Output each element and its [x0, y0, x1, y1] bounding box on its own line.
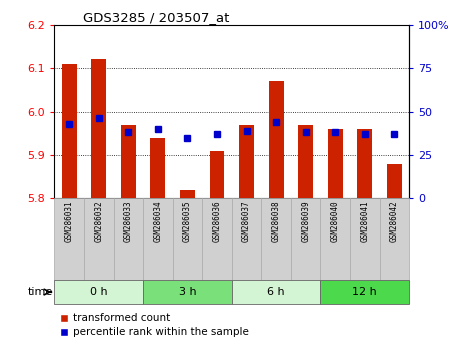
Text: time: time [27, 287, 53, 297]
Bar [180, 189, 195, 198]
Text: GSM286039: GSM286039 [301, 201, 310, 242]
Bar [298, 125, 313, 198]
Text: GSM286035: GSM286035 [183, 201, 192, 242]
Bar [114, 198, 143, 281]
Bar [320, 198, 350, 281]
Bar [232, 280, 320, 304]
Text: GSM286033: GSM286033 [124, 201, 133, 242]
Bar [210, 150, 224, 198]
Bar [350, 198, 379, 281]
Bar [239, 125, 254, 198]
Bar [328, 129, 342, 198]
Text: 6 h: 6 h [267, 287, 285, 297]
Bar [143, 198, 173, 281]
Bar [320, 280, 409, 304]
Bar [173, 198, 202, 281]
Bar [143, 280, 232, 304]
Text: GSM286037: GSM286037 [242, 201, 251, 242]
Bar [358, 129, 372, 198]
Bar [261, 198, 291, 281]
Bar [84, 198, 114, 281]
Text: GDS3285 / 203507_at: GDS3285 / 203507_at [83, 11, 229, 24]
Bar [232, 198, 261, 281]
Text: 12 h: 12 h [352, 287, 377, 297]
Text: 0 h: 0 h [90, 287, 107, 297]
Text: 3 h: 3 h [179, 287, 196, 297]
Text: GSM286032: GSM286032 [94, 201, 103, 242]
Bar [54, 280, 143, 304]
Text: GSM286042: GSM286042 [390, 201, 399, 242]
Bar [150, 137, 165, 198]
Bar [387, 164, 402, 198]
Text: GSM286036: GSM286036 [212, 201, 221, 242]
Text: GSM286034: GSM286034 [153, 201, 162, 242]
Legend: transformed count, percentile rank within the sample: transformed count, percentile rank withi… [60, 313, 249, 337]
Bar [62, 64, 77, 198]
Bar [291, 198, 320, 281]
Bar [91, 59, 106, 198]
Text: GSM286040: GSM286040 [331, 201, 340, 242]
Bar [202, 198, 232, 281]
Bar [121, 125, 136, 198]
Text: GSM286041: GSM286041 [360, 201, 369, 242]
Bar [54, 198, 84, 281]
Text: GSM286038: GSM286038 [272, 201, 280, 242]
Text: GSM286031: GSM286031 [65, 201, 74, 242]
Bar [379, 198, 409, 281]
Bar [269, 81, 283, 198]
